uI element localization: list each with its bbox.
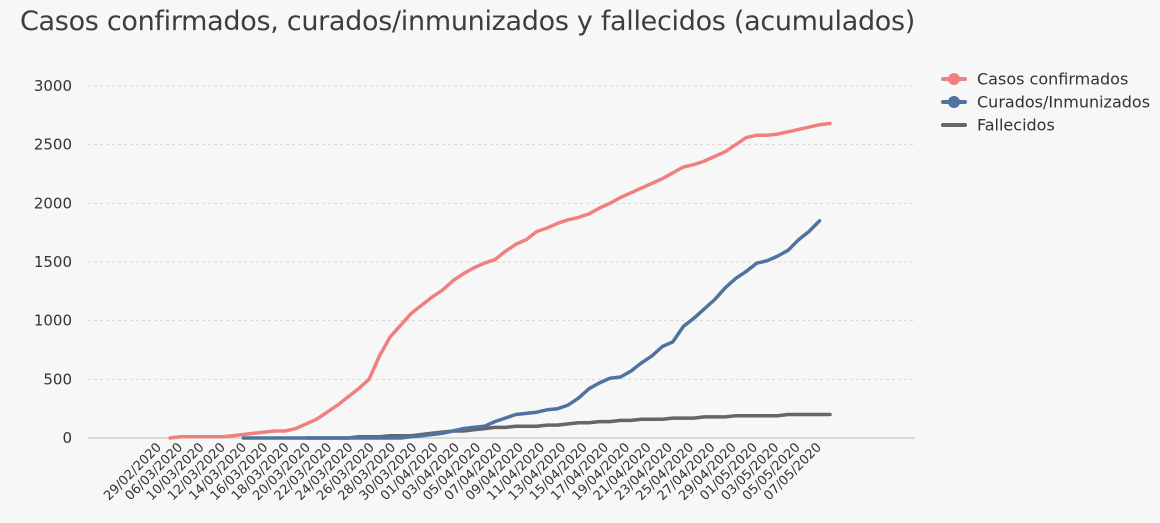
- series-lines: [168, 121, 832, 440]
- legend-label: Fallecidos: [977, 116, 1055, 135]
- series-line-fallecidos: [304, 412, 832, 440]
- y-tick-label: 1500: [34, 253, 72, 271]
- y-tick-label: 0: [62, 429, 72, 447]
- legend-item[interactable]: Casos confirmados: [941, 70, 1128, 89]
- legend-item[interactable]: Curados/Inmunizados: [941, 93, 1150, 112]
- legend: Casos confirmados Curados/Inmunizados Fall…: [941, 70, 1150, 135]
- legend-item[interactable]: Fallecidos: [941, 116, 1055, 135]
- series-line-curados-inmunizados: [241, 219, 822, 440]
- x-axis: 29/02/202006/03/202010/03/202012/03/2020…: [101, 440, 825, 504]
- y-tick-label: 3000: [34, 77, 72, 95]
- legend-marker: [948, 96, 960, 108]
- gridlines: [88, 85, 915, 439]
- y-tick-label: 500: [43, 370, 72, 388]
- y-axis: 0 500 1000 1500 2000 2500 3000: [34, 77, 72, 447]
- legend-label: Curados/Inmunizados: [977, 93, 1150, 112]
- chart-title: Casos confirmados, curados/inmunizados y…: [20, 6, 916, 37]
- legend-marker: [948, 73, 960, 85]
- y-tick-label: 2000: [34, 194, 72, 212]
- y-tick-label: 1000: [34, 312, 72, 330]
- y-tick-label: 2500: [34, 136, 72, 154]
- legend-label: Casos confirmados: [977, 70, 1128, 89]
- series-line-casos-confirmados: [168, 121, 832, 440]
